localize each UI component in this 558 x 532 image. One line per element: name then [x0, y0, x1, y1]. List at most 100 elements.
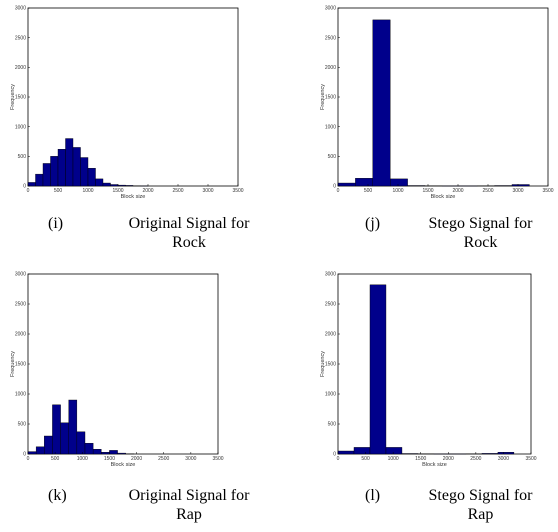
bar-k-5 [68, 399, 78, 455]
x-tick-label-l-2: 1000 [388, 456, 399, 462]
bar-l-10 [497, 451, 515, 455]
bar-k-9 [101, 451, 110, 455]
y-tick-label-i-0: 0 [23, 184, 26, 190]
y-tick-label-k-4: 2000 [15, 332, 26, 338]
x-tick-label-i-2: 1000 [82, 188, 93, 194]
bar-j-3 [389, 178, 408, 187]
x-tick-label-j-0: 0 [337, 188, 340, 194]
y-tick-label-j-1: 500 [328, 154, 337, 160]
chart-panel-k: 0 500 1000 1500 2000 2500 3000 3500 0 500 1000 1500… [0, 268, 250, 473]
caption-line1-l: Stego Signal for [428, 487, 533, 504]
bar-k-11 [117, 452, 126, 455]
x-tick-label-j-1: 500 [364, 188, 373, 194]
caption-line2-l: Rap [467, 506, 494, 523]
x-tick-label-k-6: 3000 [185, 456, 196, 462]
caption-line2-i: Rock [172, 234, 206, 251]
y-tick-label-k-2: 1000 [15, 392, 26, 398]
x-tick-label-i-0: 0 [27, 188, 30, 194]
y-tick-label-j-3: 1500 [325, 95, 336, 101]
y-tick-label-i-5: 2500 [15, 35, 26, 41]
caption-label-k: (k) [48, 487, 67, 504]
x-axis-label-k: Block size [111, 462, 136, 468]
bar-k-2 [44, 435, 53, 455]
y-tick-label-j-5: 2500 [325, 35, 336, 41]
bar-k-1 [35, 446, 45, 455]
y-tick-label-j-6: 3000 [325, 6, 336, 12]
bar-j-0 [337, 182, 356, 187]
bar-i-8 [87, 167, 96, 187]
bar-i-7 [80, 157, 89, 187]
x-tick-label-l-5: 2500 [470, 456, 481, 462]
bar-i-10 [102, 182, 111, 187]
y-tick-label-l-5: 2500 [325, 302, 336, 308]
x-tick-label-j-4: 2000 [452, 188, 463, 194]
x-axis-label-l: Block size [422, 462, 447, 468]
bar-i-13 [125, 185, 134, 187]
x-tick-label-l-3: 1500 [415, 456, 426, 462]
bar-i-2 [42, 163, 51, 187]
bar-k-8 [92, 448, 102, 455]
plot-frame-l [337, 273, 532, 455]
y-tick-label-k-1: 500 [18, 422, 27, 428]
bar-i-11 [110, 184, 119, 187]
bar-i-5 [65, 138, 74, 187]
caption-label-l: (l) [365, 487, 381, 504]
plot-frame-j [337, 7, 549, 187]
bar-l-3 [385, 447, 403, 455]
x-tick-label-i-6: 3000 [202, 188, 213, 194]
x-tick-label-l-7: 3500 [525, 456, 536, 462]
x-tick-label-k-2: 1000 [77, 456, 88, 462]
y-axis-label-l: Frequency [320, 351, 326, 377]
caption-k: (k) Original Signal for Rap [48, 486, 278, 526]
y-tick-label-k-6: 3000 [15, 272, 26, 278]
x-tick-label-j-2: 1000 [392, 188, 403, 194]
bar-k-3 [52, 404, 61, 455]
caption-label-i: (i) [48, 215, 64, 232]
x-tick-label-k-0: 0 [27, 456, 30, 462]
x-tick-label-j-5: 2500 [482, 188, 493, 194]
x-tick-label-i-3: 1500 [112, 188, 123, 194]
x-axis-label-j: Block size [431, 194, 456, 200]
y-tick-label-j-2: 1000 [325, 124, 336, 130]
y-tick-label-i-4: 2000 [15, 65, 26, 71]
bar-k-4 [60, 422, 69, 455]
y-tick-label-i-1: 500 [18, 154, 27, 160]
bar-i-0 [27, 182, 36, 187]
y-axis-label-j: Frequency [320, 84, 326, 110]
y-tick-label-k-3: 1500 [15, 362, 26, 368]
caption-l: (l) Stego Signal for Rap [365, 486, 558, 526]
y-axis-label-i: Frequency [10, 84, 16, 110]
bar-l-0 [337, 450, 355, 455]
histogram-i: 0 500 1000 1500 2000 2500 3000 3500 0 500 1000 1500… [10, 6, 244, 200]
histogram-l: 0 500 1000 1500 2000 2500 3000 3500 0 500 1000 1500… [320, 272, 537, 468]
bar-i-1 [35, 173, 44, 187]
x-tick-label-k-5: 2500 [158, 456, 169, 462]
histogram-j: 0 500 1000 1500 2000 2500 3000 3500 0 500 1000 1500… [320, 6, 554, 200]
x-tick-label-k-4: 2000 [131, 456, 142, 462]
x-tick-label-l-4: 2000 [443, 456, 454, 462]
chart-panel-l: 0 500 1000 1500 2000 2500 3000 3500 0 500 1000 1500… [305, 268, 558, 473]
x-tick-label-i-4: 2000 [142, 188, 153, 194]
histogram-k: 0 500 1000 1500 2000 2500 3000 3500 0 500 1000 1500… [10, 272, 224, 468]
x-tick-label-l-1: 500 [361, 456, 370, 462]
bar-l-1 [353, 447, 371, 455]
y-axis-label-k: Frequency [10, 351, 16, 377]
y-tick-label-k-0: 0 [23, 452, 26, 458]
y-tick-label-l-2: 1000 [325, 392, 336, 398]
x-tick-label-j-6: 3000 [512, 188, 523, 194]
bar-k-6 [76, 431, 86, 455]
y-tick-label-l-4: 2000 [325, 332, 336, 338]
x-tick-label-l-6: 3000 [498, 456, 509, 462]
y-tick-label-l-6: 3000 [325, 272, 336, 278]
bar-k-0 [27, 451, 37, 455]
bar-l-2 [369, 284, 387, 455]
bar-i-9 [95, 178, 104, 187]
x-tick-label-k-7: 3500 [212, 456, 223, 462]
caption-j: (j) Stego Signal for Rock [365, 214, 558, 254]
caption-line2-k: Rap [176, 506, 202, 523]
chart-panel-i: 0 500 1000 1500 2000 2500 3000 3500 0 500 1000 1500… [0, 0, 250, 200]
x-tick-label-l-0: 0 [337, 456, 340, 462]
bar-j-1 [355, 178, 374, 187]
chart-panel-j: 0 500 1000 1500 2000 2500 3000 3500 0 500 1000 1500… [305, 0, 558, 200]
x-tick-label-i-7: 3500 [232, 188, 243, 194]
